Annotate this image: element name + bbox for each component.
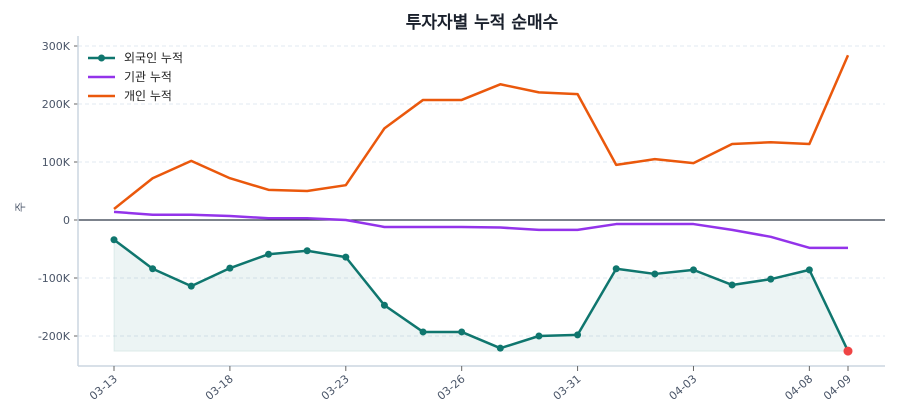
x-tick-label: 03-31 — [551, 372, 584, 403]
data-point — [496, 344, 504, 352]
y-tick-label: 200K — [42, 98, 71, 111]
data-point — [728, 281, 736, 289]
data-point — [651, 270, 659, 278]
x-tick-label: 04-03 — [667, 372, 700, 403]
data-point — [265, 250, 273, 258]
series-line-0 — [113, 238, 850, 352]
y-tick-label: 100K — [42, 156, 71, 169]
legend-label: 외국인 누적 — [124, 51, 183, 65]
data-point — [419, 328, 427, 336]
chart-title: 투자자별 누적 순매수 — [406, 13, 559, 33]
data-point — [226, 264, 234, 272]
data-point — [342, 253, 350, 261]
x-tick-label: 03-13 — [87, 372, 120, 403]
data-point — [535, 332, 543, 340]
y-tick-label: 300K — [42, 40, 71, 53]
data-point — [574, 331, 582, 339]
y-tick-label: 0 — [63, 214, 70, 227]
data-point — [380, 301, 388, 309]
data-point — [110, 236, 118, 244]
series-line-1 — [113, 210, 848, 250]
foreign-fill-area — [113, 238, 849, 352]
x-tick-label: 03-23 — [319, 372, 352, 403]
last-point-marker — [843, 346, 853, 356]
data-point — [303, 247, 311, 255]
x-tick-label: 04-08 — [782, 372, 815, 403]
legend-label: 개인 누적 — [124, 89, 172, 103]
data-point — [149, 265, 157, 273]
grid — [78, 45, 885, 337]
data-point — [767, 275, 775, 283]
series-line-2 — [113, 54, 850, 210]
data-point — [689, 266, 697, 274]
y-tick-label: -100K — [38, 272, 71, 285]
data-point — [187, 282, 195, 290]
y-axis-label: 주 — [14, 202, 27, 212]
legend-marker — [98, 54, 105, 62]
data-point — [805, 266, 813, 274]
data-point — [458, 328, 466, 336]
data-point — [612, 265, 620, 273]
legend-label: 기관 누적 — [124, 70, 172, 84]
y-tick-label: -200K — [38, 330, 71, 343]
x-tick-label: 03-26 — [435, 372, 468, 403]
x-tick-label: 03-18 — [203, 372, 236, 403]
plot-area — [110, 54, 853, 356]
x-tick-label: 04-09 — [821, 372, 854, 403]
